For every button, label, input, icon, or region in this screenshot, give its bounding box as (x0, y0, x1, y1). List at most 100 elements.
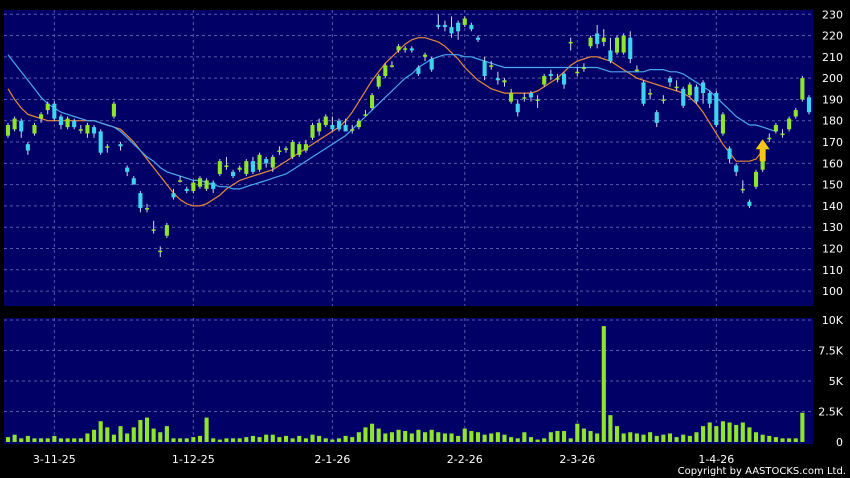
volume-tick-label: 7.5K (818, 345, 843, 358)
candle (290, 139, 295, 160)
candle (456, 20, 461, 40)
volume-bar (131, 427, 136, 442)
volume-bar (118, 426, 123, 442)
candle-body (231, 171, 236, 177)
y-tick-label: 170 (822, 136, 843, 149)
candle (780, 129, 785, 138)
candle (667, 76, 673, 87)
volume-bar (548, 432, 553, 442)
candle (734, 163, 739, 177)
volume-bar (45, 438, 50, 442)
candle-body (800, 78, 805, 100)
volume-bar (489, 433, 494, 442)
volume-bar (753, 432, 759, 442)
candle (674, 80, 679, 91)
volume-bar (641, 434, 646, 442)
candle (65, 116, 70, 130)
volume-bar (456, 435, 461, 442)
candle-body (482, 61, 487, 77)
date-axis: 3-11-25 1-12-25 2-1-26 2-2-26 2-3-26 1-4-26 (33, 453, 734, 466)
candle-body (32, 124, 37, 134)
candle (767, 133, 772, 143)
candle (72, 118, 77, 130)
volume-bar (409, 433, 414, 442)
volume-bar (720, 421, 725, 442)
candle-body (330, 124, 335, 130)
candle-body (595, 33, 600, 45)
candle (343, 118, 348, 132)
volume-bar (707, 422, 712, 442)
candle-body (25, 144, 30, 151)
volume-bar (661, 434, 666, 442)
candle-body (370, 95, 375, 108)
candle-body (396, 46, 401, 51)
volume-bar (562, 431, 567, 442)
volume-bar (475, 432, 481, 442)
x-tick-label: 1-12-25 (172, 453, 215, 466)
candle (370, 93, 375, 111)
candle (52, 101, 57, 121)
volume-tick-label: 0 (836, 436, 843, 449)
x-tick-label: 2-2-26 (447, 453, 483, 466)
volume-bar (25, 435, 30, 442)
candle (111, 101, 116, 119)
candle-body (171, 193, 176, 198)
candle (158, 246, 163, 258)
candle (283, 146, 289, 153)
candle (495, 71, 500, 85)
candle (217, 159, 222, 177)
volume-bar (760, 434, 765, 442)
volume-bar (370, 423, 375, 442)
candle-body (197, 178, 203, 187)
candlesticks (5, 14, 812, 258)
candle-body (773, 124, 778, 132)
candle (773, 122, 778, 134)
volume-bar (793, 438, 798, 442)
candle (661, 95, 666, 104)
candle-body (58, 116, 64, 125)
candle (515, 99, 520, 117)
candle-body (257, 154, 262, 170)
volume-bar (5, 437, 11, 442)
candle-body (767, 137, 772, 140)
candle (601, 29, 606, 47)
volume-bar (184, 438, 189, 442)
volume-bar (588, 431, 593, 442)
candle (681, 86, 686, 108)
candle (542, 73, 547, 87)
candle-body (125, 167, 130, 172)
volume-bar (614, 426, 620, 442)
volume-bar (674, 437, 679, 442)
volume-bar (138, 420, 143, 442)
candle-body (376, 76, 381, 87)
volume-bar (687, 435, 692, 442)
volume-bar (65, 438, 70, 442)
candle (85, 122, 90, 138)
candle (310, 122, 315, 140)
candle-body (65, 118, 70, 128)
candle-body (462, 18, 467, 25)
volume-bar (231, 438, 236, 442)
candle-body (449, 27, 454, 34)
candle (442, 20, 447, 32)
volume-bar (542, 438, 547, 442)
candle-body (317, 122, 322, 132)
candle-body (555, 78, 560, 80)
candle (562, 71, 567, 89)
candle (714, 90, 719, 128)
candle (389, 61, 395, 68)
candle (548, 69, 553, 81)
candle-body (12, 118, 17, 130)
volume-bar (628, 432, 633, 442)
candle-body (383, 65, 388, 77)
candle (588, 35, 593, 49)
candle-body (734, 165, 739, 172)
candle-body (601, 37, 606, 42)
candle-body (528, 93, 534, 98)
candle-body (641, 82, 646, 104)
candle (45, 101, 50, 115)
candle-body (522, 97, 527, 99)
candle-body (45, 103, 50, 111)
candle (449, 16, 454, 38)
candle-body (469, 24, 474, 30)
